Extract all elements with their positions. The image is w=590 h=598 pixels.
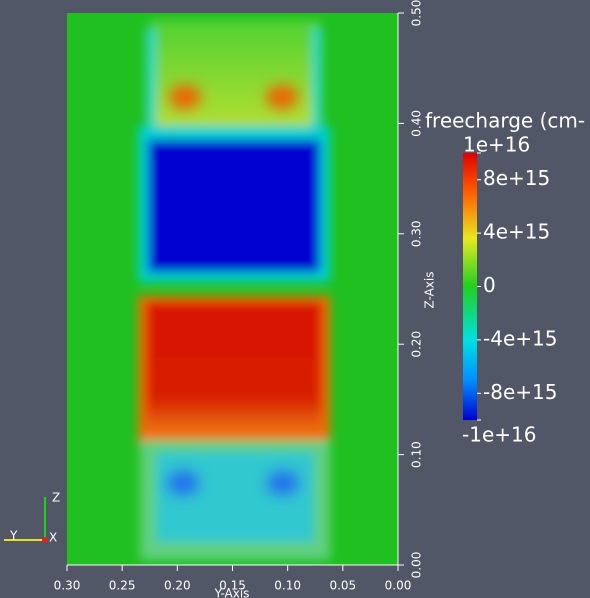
orientation-label: Z (52, 491, 60, 505)
x-axis-label: Y-Axis (214, 587, 250, 598)
colorbar-tick-label: 0 (483, 273, 496, 297)
colorbar-tick-label: 8e+15 (483, 166, 550, 190)
colorbar-tick-label: -8e+15 (483, 380, 557, 404)
field (67, 13, 398, 565)
y-tick-label: 0.10 (410, 441, 424, 468)
x-axis-arrow (42, 537, 48, 543)
colorbar-tick-label: 4e+15 (483, 220, 550, 244)
x-tick-label: 0.20 (164, 579, 191, 593)
colorbar-title: freecharge (cm- (425, 109, 585, 133)
x-tick-label: 0.25 (109, 579, 136, 593)
colorbar-tick-label: -1e+16 (462, 423, 536, 447)
x-tick-label: 0.00 (385, 579, 412, 593)
x-tick-label: 0.05 (329, 579, 356, 593)
x-tick-label: 0.15 (219, 579, 246, 593)
y-tick-label: 0.30 (410, 220, 424, 247)
orientation-label: X (49, 531, 57, 545)
x-tick-label: 0.30 (54, 579, 81, 593)
y-tick-label: 0.40 (410, 110, 424, 137)
orientation-label: Y (9, 529, 18, 543)
y-axis-label: Z-Axis (423, 272, 437, 309)
colorbar-tick-label: 1e+16 (463, 133, 530, 157)
colorbar-tick-label: -4e+15 (483, 326, 557, 350)
y-tick-label: 0.00 (410, 552, 424, 579)
y-tick-label: 0.20 (410, 331, 424, 358)
y-tick-label: 0.50 (410, 0, 424, 26)
colorbar (463, 153, 477, 420)
x-tick-label: 0.10 (274, 579, 301, 593)
orientation-axes: Z Y X (4, 491, 60, 545)
